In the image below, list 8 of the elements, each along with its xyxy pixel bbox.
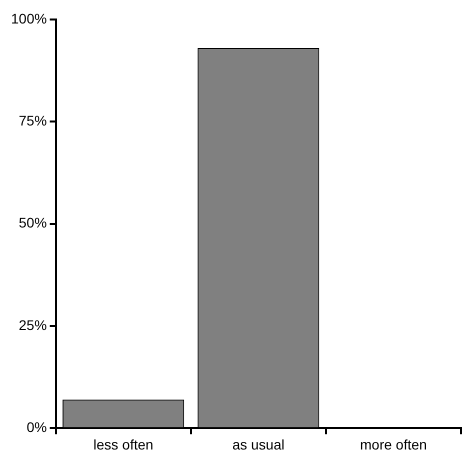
y-tick-label: 75% (18, 112, 47, 128)
x-tick-label: more often (360, 436, 427, 452)
y-tick-label: 100% (10, 10, 47, 26)
x-tick-label: as usual (232, 436, 284, 452)
x-tick-label: less often (93, 436, 154, 452)
y-tick-label: 0% (26, 419, 47, 436)
y-tick-label: 50% (18, 214, 47, 231)
y-tick-label: 25% (18, 316, 47, 333)
